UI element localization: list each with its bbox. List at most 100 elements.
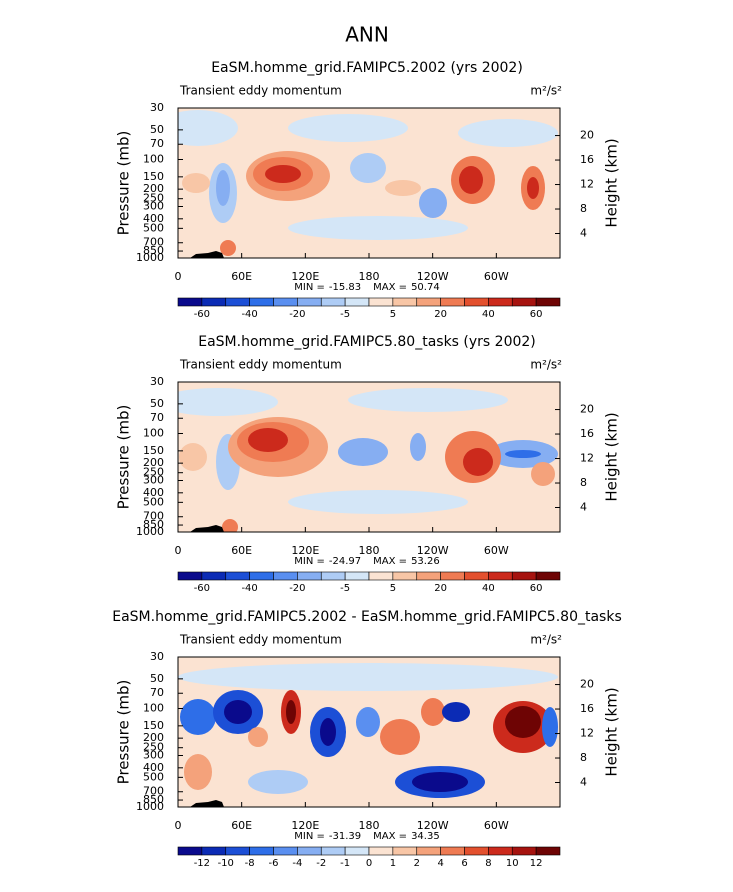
- y2-tick-label: 4: [580, 776, 587, 789]
- colorbar-box: [249, 571, 274, 581]
- x-tick-label: 60W: [484, 544, 509, 557]
- y-tick-label: 500: [143, 495, 164, 508]
- stat-label: MIN =: [294, 282, 325, 293]
- colorbar-box: [320, 571, 346, 581]
- colorbar-label: -60: [194, 583, 210, 594]
- colorbar-box: [177, 297, 203, 307]
- chart-subtitle: Transient eddy momentum: [179, 358, 342, 372]
- figure-title: ANN: [345, 23, 389, 47]
- colorbar-label: 60: [530, 309, 543, 320]
- y2-tick-label: 16: [580, 702, 594, 715]
- colorbar-box: [273, 846, 298, 856]
- colorbar-box: [368, 846, 394, 856]
- stat-value: -15.83: [329, 282, 361, 293]
- x-tick-label: 60W: [484, 819, 509, 832]
- y2-tick-label: 8: [580, 751, 587, 764]
- colorbar-label: 1: [390, 858, 396, 869]
- colorbar-box: [344, 571, 370, 581]
- colorbar-label: -5: [340, 309, 350, 320]
- y-tick-label: 70: [150, 137, 164, 150]
- y-tick-label: 1000: [136, 251, 164, 264]
- x-tick-label: 120W: [417, 819, 449, 832]
- y-tick-label: 50: [150, 397, 164, 410]
- y-tick-label: 250: [143, 192, 164, 205]
- colorbar-box: [201, 846, 227, 856]
- y2-axis-label: Height (km): [603, 687, 621, 776]
- y-tick-label: 150: [143, 444, 164, 457]
- y-tick-label: 200: [143, 731, 164, 744]
- y2-tick-label: 12: [580, 178, 594, 191]
- units: m²/s²: [530, 358, 562, 372]
- colorbar-box: [177, 571, 203, 581]
- stat-label: MIN =: [294, 556, 325, 567]
- y-tick-label: 150: [143, 170, 164, 183]
- colorbar-box: [249, 297, 274, 307]
- x-tick-label: 60E: [231, 819, 252, 832]
- colorbar-box: [392, 297, 418, 307]
- colorbar-box: [344, 297, 370, 307]
- y-tick-label: 400: [143, 212, 164, 225]
- colorbar-box: [392, 571, 418, 581]
- colorbar-label: -60: [194, 309, 210, 320]
- chart-subtitle: Transient eddy momentum: [179, 633, 342, 647]
- x-tick-label: 60W: [484, 270, 509, 283]
- colorbar-label: -8: [245, 858, 255, 869]
- y-tick-label: 850: [143, 518, 164, 531]
- colorbar-label: -1: [340, 858, 350, 869]
- colorbar-label: -40: [241, 309, 257, 320]
- colorbar-label: 0: [366, 858, 372, 869]
- chart-subtitle: Transient eddy momentum: [179, 84, 342, 98]
- colorbar-label: -40: [241, 583, 257, 594]
- colorbar-label: 12: [530, 858, 543, 869]
- y-tick-label: 100: [143, 153, 164, 166]
- y2-axis-label: Height (km): [603, 138, 621, 227]
- colorbar-box: [488, 297, 513, 307]
- x-tick-label: 120W: [417, 270, 449, 283]
- x-tick-label: 180: [359, 544, 380, 557]
- colorbar-label: -12: [194, 858, 210, 869]
- colorbar-label: 60: [530, 583, 543, 594]
- colorbar-box: [368, 571, 394, 581]
- y-tick-label: 500: [143, 770, 164, 783]
- x-tick-label: 180: [359, 270, 380, 283]
- colorbar-box: [225, 846, 250, 856]
- y-tick-label: 250: [143, 741, 164, 754]
- x-tick-label: 60E: [231, 544, 252, 557]
- y-tick-label: 250: [143, 466, 164, 479]
- colorbar-box: [392, 846, 418, 856]
- stat-label: MAX =: [373, 556, 407, 567]
- colorbar-box: [416, 571, 441, 581]
- x-tick-label: 120E: [291, 544, 319, 557]
- colorbar-label: -2: [316, 858, 326, 869]
- x-tick-label: 0: [175, 544, 182, 557]
- y-tick-label: 30: [150, 650, 164, 663]
- colorbar-label: 2: [414, 858, 420, 869]
- y-axis-label: Pressure (mb): [115, 131, 133, 236]
- y-axis-label: Pressure (mb): [115, 680, 133, 785]
- colorbar-box: [416, 846, 441, 856]
- colorbar-box: [225, 297, 250, 307]
- x-tick-label: 120E: [291, 270, 319, 283]
- units: m²/s²: [530, 84, 562, 98]
- colorbar-box: [273, 571, 298, 581]
- y-tick-label: 100: [143, 702, 164, 715]
- x-tick-label: 120E: [291, 819, 319, 832]
- y2-tick-label: 8: [580, 202, 587, 215]
- chart-title: EaSM.homme_grid.FAMIPC5.2002 - EaSM.homm…: [112, 609, 622, 625]
- stat-value: 53.26: [411, 556, 440, 567]
- y-axis-label: Pressure (mb): [115, 405, 133, 510]
- colorbar-box: [416, 297, 441, 307]
- stat-value: 34.35: [411, 831, 440, 842]
- colorbar-label: -6: [269, 858, 279, 869]
- y2-tick-label: 16: [580, 427, 594, 440]
- chart-title: EaSM.homme_grid.FAMIPC5.80_tasks (yrs 20…: [198, 334, 536, 350]
- x-tick-label: 180: [359, 819, 380, 832]
- colorbar-box: [511, 571, 537, 581]
- colorbar-label: 4: [437, 858, 443, 869]
- contour-field: [178, 108, 560, 258]
- stats: MIN = -24.97 MAX = 53.26: [294, 556, 439, 567]
- y-tick-label: 70: [150, 411, 164, 424]
- y2-tick-label: 20: [580, 129, 594, 142]
- stats: MIN = -31.39 MAX = 34.35: [294, 831, 439, 842]
